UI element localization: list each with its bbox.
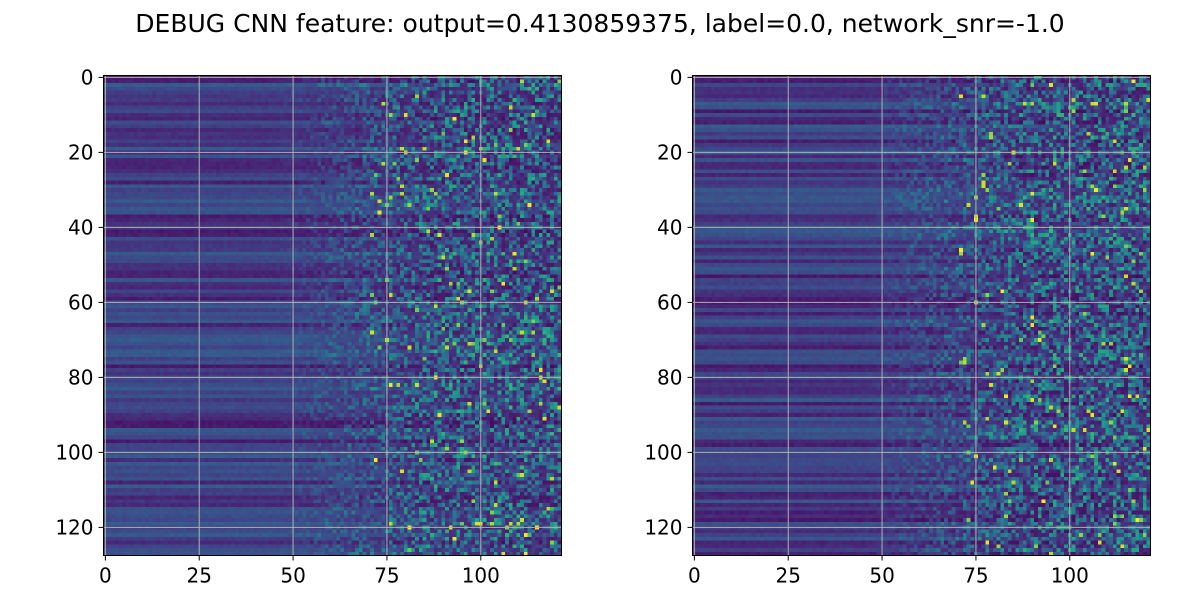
x-tick-label: 0 [99, 564, 112, 588]
y-tick-label: 40 [657, 215, 682, 239]
left-heatmap-panel: 0 25 50 75 100 0 20 40 60 80 100 120 [55, 65, 562, 588]
y-tick-label: 60 [68, 290, 93, 314]
x-tick-label: 100 [1051, 564, 1089, 588]
y-tick-label: 60 [657, 290, 682, 314]
y-tick-label: 20 [68, 140, 93, 164]
x-tick-label: 100 [462, 564, 500, 588]
y-tick-label: 100 [55, 440, 93, 464]
right-heatmap-panel: 0 25 50 75 100 0 20 40 60 80 100 120 [644, 65, 1151, 588]
heatmap-image [103, 75, 562, 556]
axes-frame [692, 75, 1151, 556]
x-tick-label: 25 [776, 564, 801, 588]
y-tick-label: 120 [55, 515, 93, 539]
y-tick-label: 80 [68, 365, 93, 389]
y-tick-label: 20 [657, 140, 682, 164]
y-tick-label: 100 [644, 440, 682, 464]
x-tick-label: 0 [688, 564, 701, 588]
x-tick-label: 50 [280, 564, 305, 588]
figure-suptitle: DEBUG CNN feature: output=0.4130859375, … [135, 9, 1064, 38]
x-tick-label: 75 [374, 564, 399, 588]
heatmap-image [692, 75, 1151, 556]
y-tick-label: 0 [81, 65, 94, 89]
y-tick-label: 80 [657, 365, 682, 389]
x-tick-label: 75 [963, 564, 988, 588]
y-tick-label: 40 [68, 215, 93, 239]
y-tick-label: 0 [670, 65, 683, 89]
axes-frame [103, 75, 562, 556]
x-tick-label: 25 [187, 564, 212, 588]
y-tick-label: 120 [644, 515, 682, 539]
x-tick-label: 50 [869, 564, 894, 588]
